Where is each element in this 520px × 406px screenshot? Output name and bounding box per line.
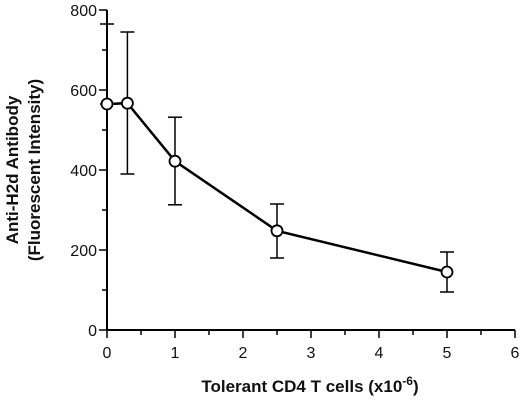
y-axis-title-line2: (Fluorescent Intensity) bbox=[25, 79, 44, 261]
data-point bbox=[168, 154, 182, 168]
y-tick-label: 800 bbox=[70, 3, 97, 20]
axes bbox=[99, 9, 516, 338]
x-tick-label: 1 bbox=[171, 345, 180, 362]
y-axis-title-line1: Anti-H2d Antibody bbox=[3, 95, 22, 244]
x-tick-label: 4 bbox=[375, 345, 384, 362]
data-points bbox=[100, 96, 454, 279]
error-bars bbox=[100, 23, 454, 293]
data-point bbox=[440, 265, 454, 279]
data-point bbox=[270, 224, 284, 238]
y-tick-labels: 0 200 400 600 800 bbox=[70, 3, 97, 340]
x-tick-labels: 0 1 2 3 4 5 6 bbox=[103, 345, 520, 362]
x-axis-title-suffix: ) bbox=[413, 377, 419, 396]
data-point bbox=[100, 97, 114, 111]
y-tick-label: 0 bbox=[88, 323, 97, 340]
y-tick-label: 400 bbox=[70, 163, 97, 180]
y-tick-label: 200 bbox=[70, 243, 97, 260]
data-point bbox=[121, 96, 134, 110]
x-tick-label: 5 bbox=[443, 345, 452, 362]
x-axis-title-main: Tolerant CD4 T cells (x10 bbox=[201, 377, 402, 396]
x-tick-label: 6 bbox=[511, 345, 520, 362]
x-tick-label: 2 bbox=[239, 345, 248, 362]
x-tick-label: 3 bbox=[307, 345, 316, 362]
y-tick-label: 600 bbox=[70, 83, 97, 100]
x-axis-title-exponent: -6 bbox=[402, 374, 413, 388]
x-tick-label: 0 bbox=[103, 345, 112, 362]
x-axis-title: Tolerant CD4 T cells (x10-6) bbox=[201, 374, 418, 396]
